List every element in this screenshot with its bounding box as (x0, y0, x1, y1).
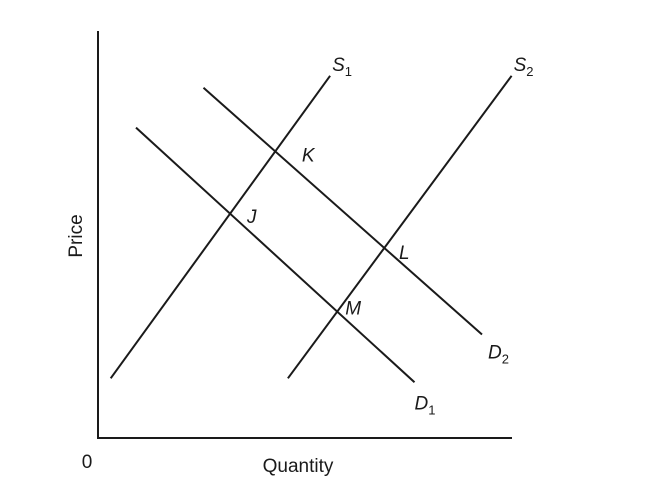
curve-label-d2: D2 (488, 343, 509, 367)
point-label-l: L (399, 243, 410, 264)
curve-label-main: S (332, 55, 345, 76)
curve-s2 (287, 75, 513, 379)
curve-label-main: D (488, 343, 502, 364)
curve-d2 (202, 87, 483, 336)
curve-label-subscript: 1 (345, 64, 352, 79)
curve-s1 (109, 75, 331, 379)
curve-label-main: D (415, 393, 429, 414)
curve-label-s1: S1 (332, 55, 352, 79)
point-label-k: K (302, 145, 316, 166)
origin-label: 0 (82, 452, 93, 473)
curve-label-s2: S2 (514, 55, 534, 79)
curve-label-subscript: 1 (428, 402, 435, 417)
point-label-j: J (246, 207, 257, 228)
points-group: J K L M (246, 145, 410, 319)
x-axis-label: Quantity (263, 456, 334, 477)
curve-d1 (135, 126, 416, 384)
curve-label-subscript: 2 (526, 64, 533, 79)
y-axis-label: Price (66, 214, 87, 257)
curve-label-main: S (514, 55, 527, 76)
point-label-m: M (345, 299, 361, 320)
curve-label-subscript: 2 (502, 352, 509, 367)
curve-label-d1: D1 (415, 393, 436, 417)
